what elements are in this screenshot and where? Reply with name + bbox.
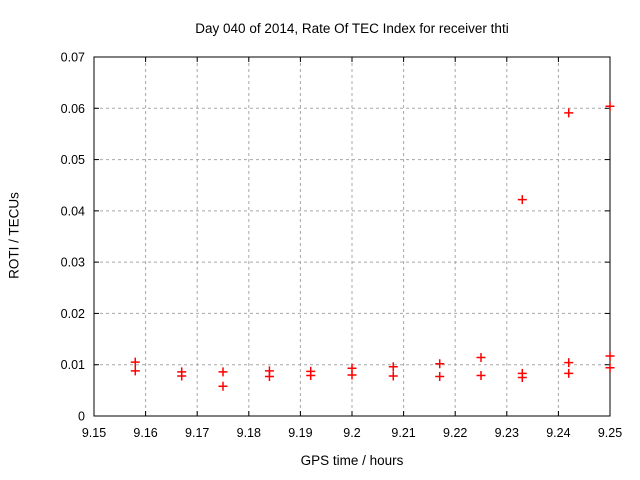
data-point	[564, 108, 574, 118]
y-tick-label: 0.04	[61, 204, 85, 218]
data-point	[435, 372, 445, 382]
plot-frame	[93, 56, 611, 417]
y-tick-label: 0.06	[61, 102, 85, 116]
x-tick-label: 9.15	[82, 426, 106, 440]
x-tick-label: 9.23	[495, 426, 519, 440]
y-tick-label: 0.02	[61, 307, 85, 321]
data-point	[264, 372, 274, 382]
x-tick-label: 9.2	[343, 426, 360, 440]
x-tick-label: 9.21	[391, 426, 415, 440]
x-tick-label: 9.24	[546, 426, 570, 440]
x-tick-label: 9.17	[185, 426, 209, 440]
data-point	[347, 370, 357, 380]
x-tick-label: 9.16	[133, 426, 157, 440]
data-point	[130, 366, 140, 376]
data-point	[476, 370, 486, 380]
data-point	[306, 370, 316, 380]
x-tick-label: 9.18	[237, 426, 261, 440]
data-point	[130, 357, 140, 367]
y-tick-label: 0.07	[61, 51, 85, 65]
data-point	[435, 359, 445, 369]
data-point	[564, 358, 574, 368]
x-tick-label: 9.19	[288, 426, 312, 440]
data-point	[177, 371, 187, 381]
y-tick-label: 0.01	[61, 358, 85, 372]
data-point	[476, 353, 486, 363]
data-point	[218, 367, 228, 377]
x-axis-label: GPS time / hours	[300, 453, 404, 468]
data-point	[605, 351, 615, 361]
data-point	[605, 101, 615, 111]
data-point	[218, 381, 228, 391]
y-tick-label: 0.05	[61, 153, 85, 167]
data-point	[388, 371, 398, 381]
y-tick-label: 0	[78, 410, 85, 424]
data-point	[517, 195, 527, 205]
chart-title: Day 040 of 2014, Rate Of TEC Index for r…	[195, 21, 509, 36]
data-point	[388, 362, 398, 372]
data-point	[605, 363, 615, 373]
data-point	[517, 373, 527, 383]
x-tick-label: 9.22	[443, 426, 467, 440]
data-point	[564, 368, 574, 378]
x-tick-label: 9.25	[598, 426, 622, 440]
y-tick-label: 0.03	[61, 256, 85, 270]
